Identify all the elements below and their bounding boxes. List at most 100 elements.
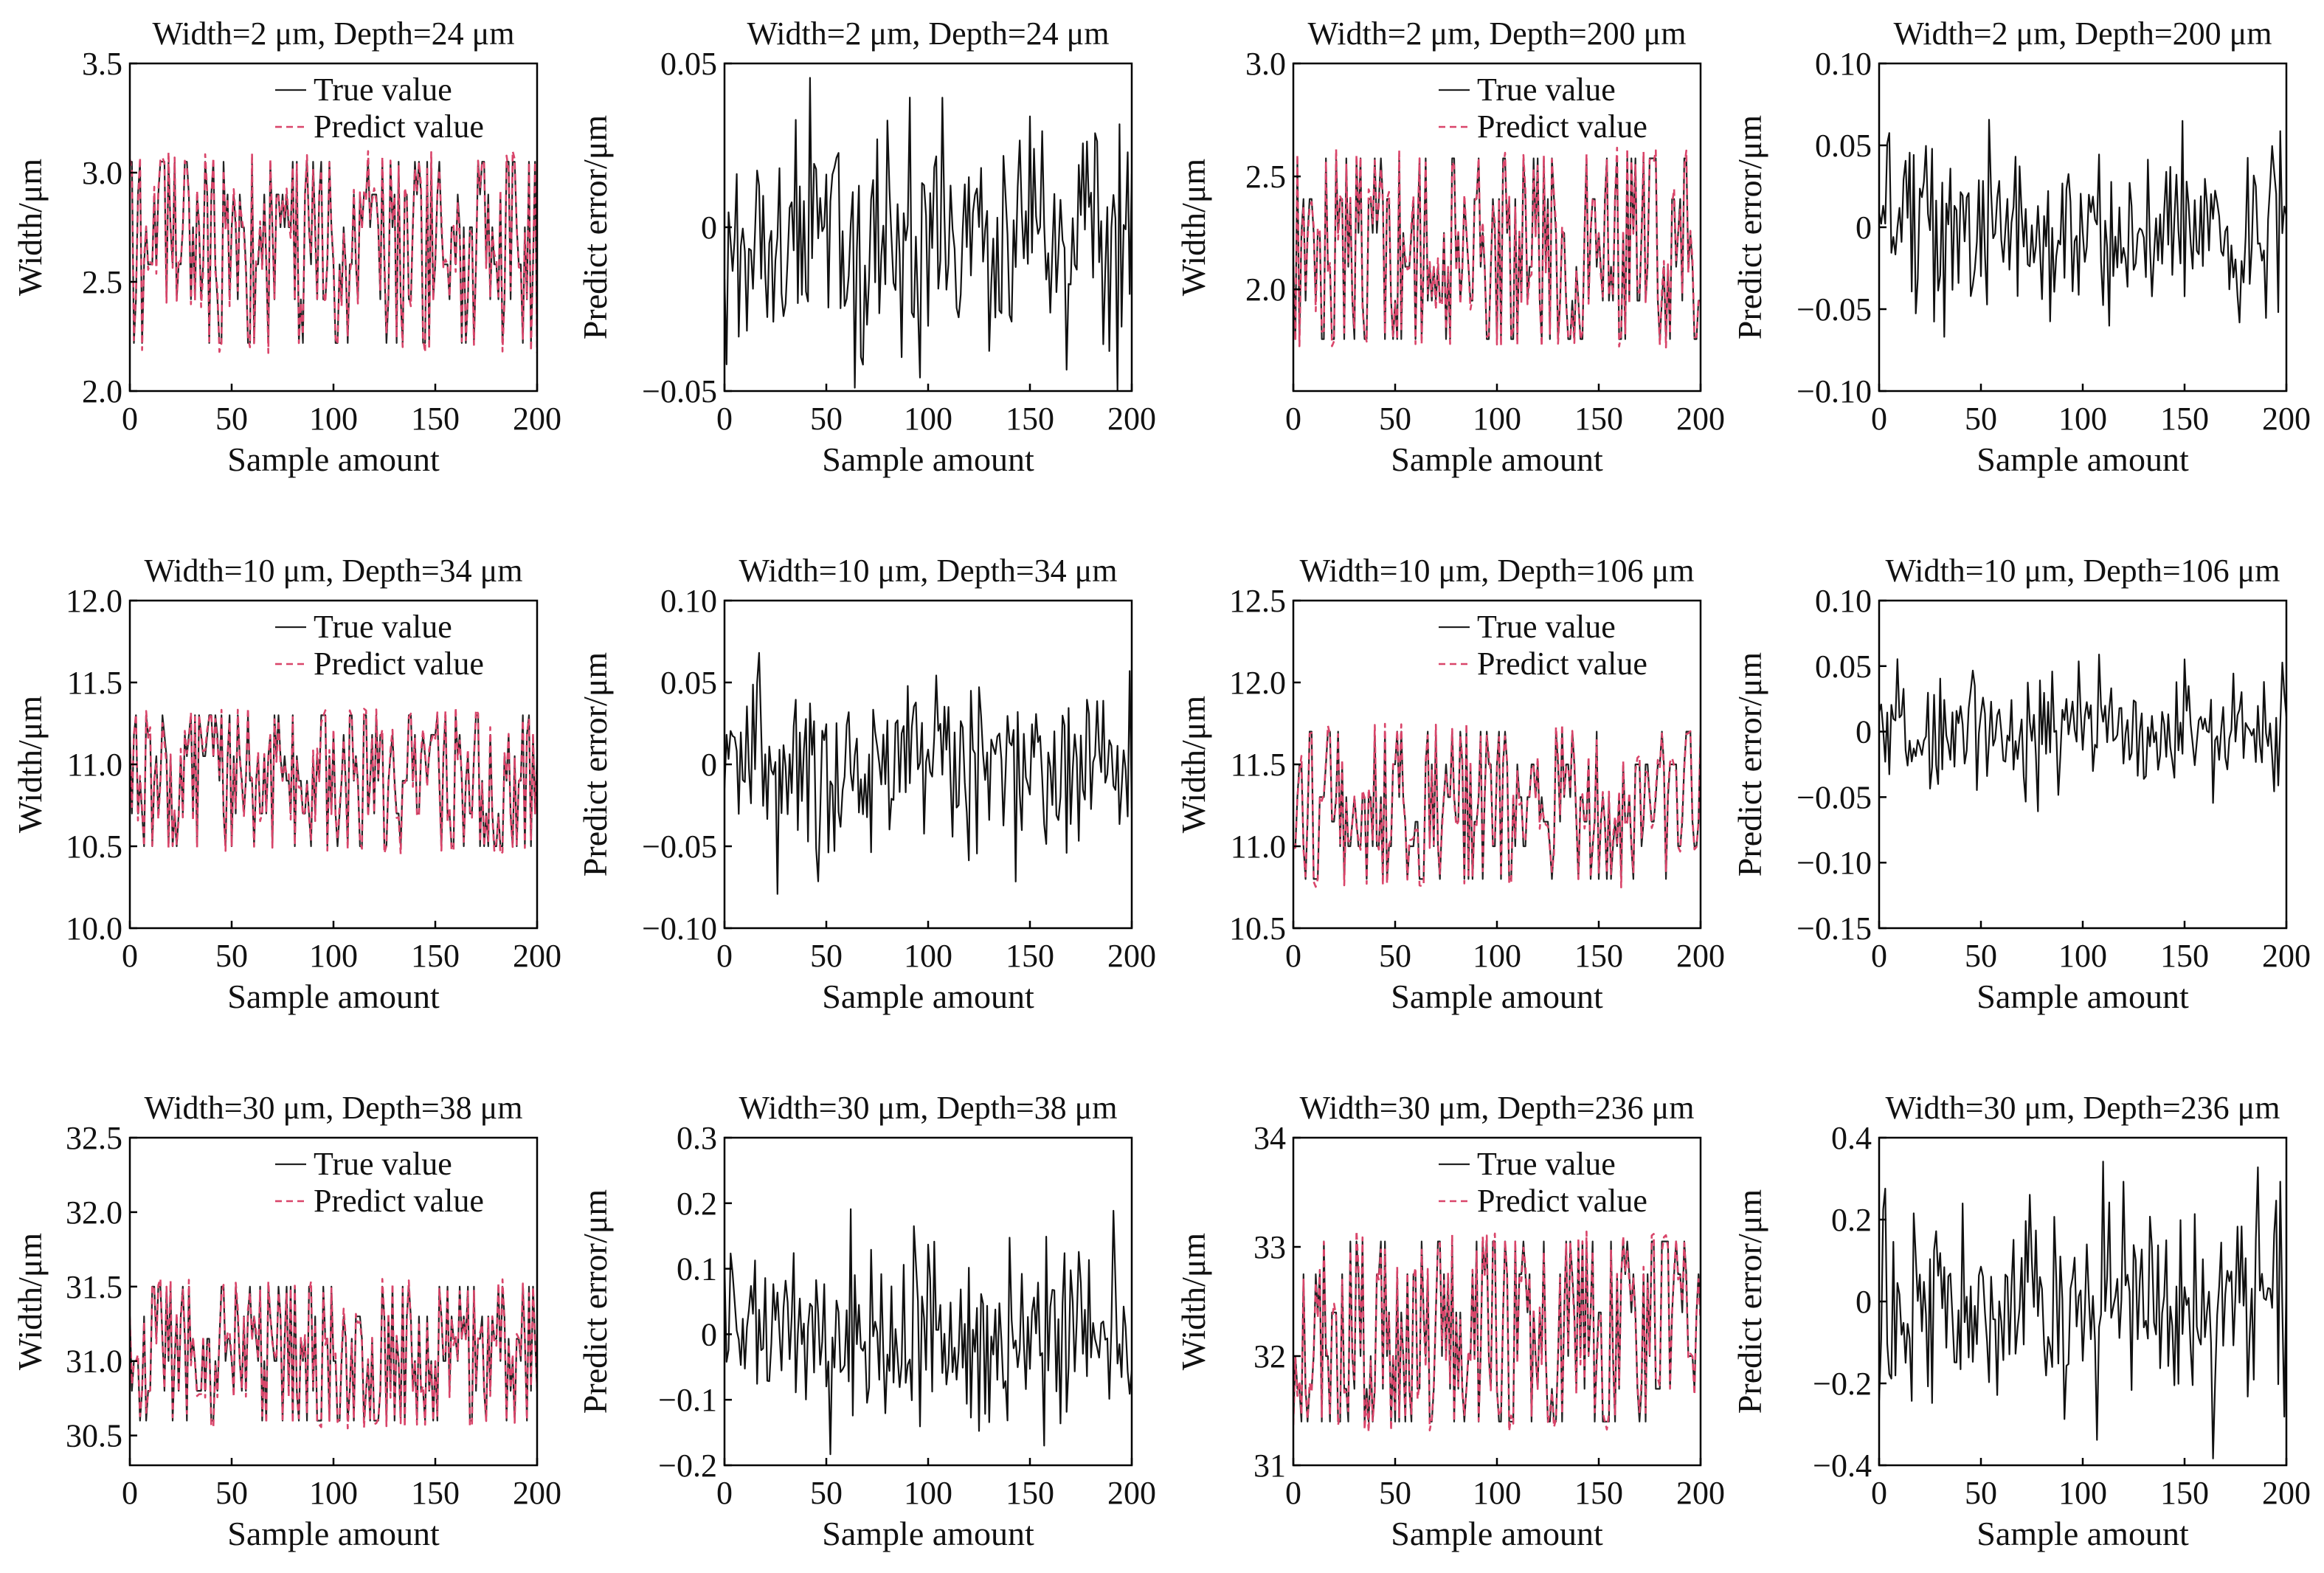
panel-title: Width=2 μm, Depth=200 μm [1307, 15, 1686, 52]
legend-predict-label: Predict value [1477, 108, 1647, 145]
x-axis-label: Sample amount [1391, 440, 1603, 478]
x-axis-label: Sample amount [1391, 1515, 1603, 1552]
y-tick-label: 12.0 [1229, 665, 1286, 701]
x-tick-label: 150 [1574, 401, 1623, 437]
y-tick-label: 0.2 [677, 1186, 717, 1222]
panel-2: Width=2 μm, Depth=200 μm 0 50 100 150 200 2.0 2… [1175, 15, 1725, 478]
x-axis-label: Sample amount [1391, 978, 1603, 1015]
x-tick-label: 50 [1379, 1475, 1411, 1511]
x-tick-label: 100 [1473, 401, 1521, 437]
x-tick-label: 0 [716, 1475, 733, 1511]
x-tick-label: 50 [810, 401, 843, 437]
y-tick-label: 0 [1856, 210, 1872, 246]
x-tick-label: 200 [1107, 1475, 1156, 1511]
x-tick-label: 0 [122, 401, 138, 437]
y-tick-label: 3.0 [1245, 46, 1286, 82]
predict-value-line [130, 1277, 537, 1430]
y-tick-label: 2.5 [82, 264, 122, 300]
y-axis-label: Width/μm [1175, 159, 1212, 297]
legend-true-label: True value [314, 609, 452, 645]
x-tick-label: 50 [1965, 938, 1997, 974]
x-tick-label: 150 [1574, 938, 1623, 974]
y-tick-label: 0.1 [677, 1251, 717, 1287]
legend-true-label: True value [1477, 72, 1616, 108]
panel-10: Width=30 μm, Depth=236 μm 0 50 100 150 200 31 3… [1175, 1090, 1725, 1552]
x-tick-label: 100 [1473, 938, 1521, 974]
x-tick-label: 100 [904, 401, 952, 437]
panel-0: Width=2 μm, Depth=24 μm 0 50 100 150 200 2.0 2.… [11, 15, 561, 478]
y-axis-label: Predict error/μm [576, 652, 614, 877]
x-tick-label: 150 [2160, 1475, 2209, 1511]
x-tick-label: 100 [2058, 401, 2107, 437]
x-tick-label: 100 [2058, 938, 2107, 974]
x-tick-label: 0 [1871, 401, 1887, 437]
y-tick-label: −0.05 [1796, 291, 1872, 328]
y-tick-label: −0.05 [1796, 779, 1872, 815]
y-tick-label: −0.2 [1813, 1366, 1872, 1402]
predict-error-line [724, 1208, 1132, 1456]
x-axis-label: Sample amount [1977, 440, 2189, 478]
x-tick-label: 50 [1965, 1475, 1997, 1511]
plot-frame [1878, 599, 2288, 930]
panel-title: Width=10 μm, Depth=106 μm [1885, 553, 2280, 589]
y-axis-label: Predict error/μm [1731, 652, 1768, 877]
y-tick-label: −0.4 [1813, 1448, 1872, 1484]
y-axis-label: Predict error/μm [1731, 115, 1768, 340]
legend-true-label: True value [1477, 609, 1616, 645]
panel-title: Width=30 μm, Depth=38 μm [144, 1090, 522, 1126]
panel-4: Width=10 μm, Depth=34 μm 0 50 100 150 200 10.0… [11, 553, 561, 1015]
panel-title: Width=30 μm, Depth=236 μm [1885, 1090, 2280, 1126]
predict-error-line [724, 651, 1132, 895]
panel-8: Width=30 μm, Depth=38 μm 0 50 100 150 200 30.5… [11, 1090, 561, 1552]
y-tick-label: −0.10 [1796, 373, 1872, 409]
legend-predict-label: Predict value [1477, 646, 1647, 682]
y-tick-label: 0 [1856, 714, 1872, 750]
x-tick-label: 50 [1965, 401, 1997, 437]
panel-title: Width=10 μm, Depth=34 μm [739, 553, 1117, 589]
y-tick-label: 0 [701, 747, 717, 783]
x-tick-label: 200 [1676, 1475, 1725, 1511]
y-tick-label: 11.0 [1231, 829, 1286, 865]
y-tick-label: 10.5 [66, 829, 122, 865]
y-tick-label: 31.5 [66, 1269, 122, 1305]
panel-title: Width=10 μm, Depth=106 μm [1299, 553, 1694, 589]
x-tick-label: 150 [411, 1475, 460, 1511]
x-axis-label: Sample amount [1977, 978, 2189, 1015]
y-axis-label: Width/μm [11, 696, 49, 834]
y-tick-label: −0.15 [1796, 910, 1872, 947]
y-tick-label: −0.10 [642, 910, 717, 947]
x-tick-label: 200 [513, 401, 561, 437]
predict-value-line [130, 706, 537, 855]
predict-error-line [1879, 654, 2286, 812]
y-tick-label: 0 [1856, 1284, 1872, 1320]
y-tick-label: −0.2 [658, 1448, 717, 1484]
y-axis-label: Width/μm [1175, 696, 1212, 834]
x-axis-label: Sample amount [227, 1515, 440, 1552]
panel-title: Width=30 μm, Depth=236 μm [1299, 1090, 1694, 1126]
x-tick-label: 50 [215, 938, 248, 974]
x-tick-label: 0 [716, 938, 733, 974]
predict-error-line [724, 77, 1132, 391]
x-tick-label: 150 [2160, 401, 2209, 437]
x-axis-label: Sample amount [227, 978, 440, 1015]
y-tick-label: 31 [1253, 1448, 1286, 1484]
x-tick-label: 200 [513, 1475, 561, 1511]
x-axis-label: Sample amount [822, 1515, 1034, 1552]
legend-predict-label: Predict value [1477, 1183, 1647, 1219]
y-tick-label: −0.10 [1796, 845, 1872, 881]
legend-predict-label: Predict value [314, 1183, 484, 1219]
y-tick-label: 0.4 [1831, 1120, 1872, 1156]
panel-5: Width=10 μm, Depth=34 μm 0 50 100 150 200 −0.1… [576, 553, 1156, 1015]
legend-predict-label: Predict value [314, 646, 484, 682]
x-tick-label: 200 [2262, 401, 2311, 437]
x-tick-label: 200 [513, 938, 561, 974]
y-tick-label: −0.1 [658, 1382, 717, 1418]
predict-error-line [1879, 1161, 2286, 1459]
x-tick-label: 200 [1107, 938, 1156, 974]
panel-title: Width=30 μm, Depth=38 μm [739, 1090, 1117, 1126]
x-tick-label: 0 [716, 401, 733, 437]
x-tick-label: 150 [411, 938, 460, 974]
